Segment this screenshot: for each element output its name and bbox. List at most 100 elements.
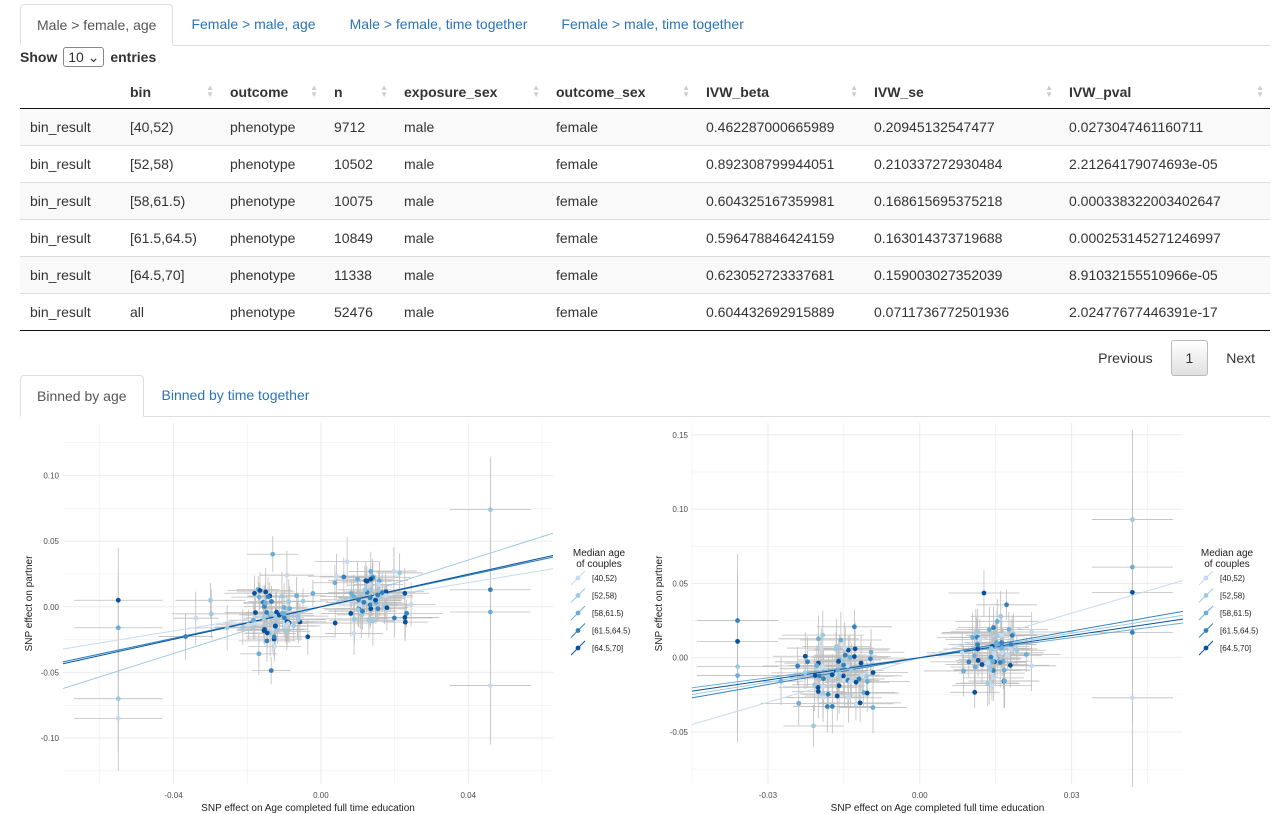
next-button[interactable]: Next [1226, 350, 1255, 366]
data-point [404, 610, 410, 616]
data-point [811, 723, 816, 729]
data-point [985, 681, 991, 686]
column-header[interactable]: n ▲ ▼ [324, 76, 394, 109]
legend-key-point [575, 593, 581, 598]
table-cell: [40,52) [120, 108, 220, 146]
data-point [183, 634, 189, 639]
plot-tabs: Binned by age Binned by time together [20, 375, 1270, 417]
column-header[interactable]: bin ▲ ▼ [120, 76, 220, 109]
data-point [358, 612, 364, 618]
data-point [1008, 642, 1014, 647]
tab-male-female-age[interactable]: Male > female, age [20, 4, 174, 46]
column-header[interactable]: IVW_se ▲ ▼ [864, 76, 1059, 109]
data-point [366, 617, 372, 623]
page-1-button[interactable]: 1 [1170, 340, 1209, 376]
table-cell: male [394, 145, 546, 183]
data-point [261, 615, 267, 621]
tab-female-male-age[interactable]: Female > male, age [191, 16, 316, 32]
table-cell: bin_result [20, 182, 120, 220]
data-point [310, 590, 316, 596]
previous-button[interactable]: Previous [1098, 350, 1153, 366]
column-header[interactable]: IVW_beta ▲ ▼ [696, 76, 864, 109]
data-point [1029, 663, 1034, 669]
legend-label: [40,52) [1220, 574, 1245, 583]
sort-arrows-icon: ▲ ▼ [310, 83, 318, 99]
data-point [994, 639, 999, 645]
data-point [262, 627, 267, 632]
data-point [332, 620, 338, 626]
data-point [268, 668, 274, 673]
data-point [351, 616, 357, 622]
data-point [360, 608, 365, 614]
column-header[interactable]: outcome ▲ ▼ [220, 76, 324, 109]
data-point [295, 613, 301, 619]
data-points [735, 517, 1135, 729]
tab-binned-by-age[interactable]: Binned by age [20, 375, 144, 417]
x-tick-label: 0.00 [912, 791, 928, 800]
data-point [840, 658, 846, 664]
table-cell: 10502 [324, 145, 394, 183]
table-row: bin_result [40,52) phenotype 9712 male female… [20, 108, 1270, 146]
entries-length-control: Show 10 ⌄ entries [20, 47, 156, 67]
data-point [994, 633, 1000, 639]
data-point [1129, 517, 1135, 522]
table-cell: 0.163014373719688 [864, 219, 1059, 257]
table-cell: 11338 [324, 256, 394, 294]
data-point [402, 590, 408, 596]
data-point [857, 700, 863, 706]
data-point [487, 683, 493, 688]
data-point [735, 638, 740, 644]
data-point [402, 619, 408, 625]
legend-key-point [1203, 628, 1209, 633]
data-point [816, 636, 821, 642]
data-point [802, 670, 808, 676]
column-header[interactable]: outcome_sex ▲ ▼ [546, 76, 696, 109]
data-point [1129, 564, 1135, 570]
data-point [847, 654, 853, 660]
data-point [966, 659, 972, 665]
table-row: bin_result all phenotype 52476 male female 0.6… [20, 293, 1270, 331]
column-header[interactable]: exposure_sex ▲ ▼ [394, 76, 546, 109]
table-cell: all [120, 293, 220, 331]
data-point [487, 507, 493, 513]
table-cell: 9712 [324, 108, 394, 146]
legend-title: of couples [1204, 559, 1250, 570]
column-header[interactable] [20, 76, 120, 109]
data-point [864, 679, 870, 684]
data-point [961, 668, 967, 674]
data-point [846, 695, 851, 701]
tab-female-male-time-together[interactable]: Female > male, time together [561, 16, 744, 32]
data-point [977, 637, 983, 642]
data-point [841, 662, 846, 668]
data-point [835, 667, 841, 673]
x-tick-label: -0.04 [164, 791, 183, 800]
data-point [1009, 633, 1015, 638]
data-point [341, 574, 347, 580]
regression-line [692, 579, 1183, 726]
tab-male-female-time-together[interactable]: Male > female, time together [349, 16, 528, 32]
data-point [391, 568, 397, 574]
data-point [208, 611, 214, 617]
x-tick-label: 0.00 [313, 791, 329, 800]
legend-label: [64.5,70] [592, 644, 623, 653]
sort-arrows-icon: ▲ ▼ [1045, 83, 1053, 99]
column-header[interactable]: IVW_pval ▲ ▼ [1059, 76, 1270, 109]
table-row: bin_result [58,61.5) phenotype 10075 male fem… [20, 182, 1270, 220]
table-cell: bin_result [20, 108, 120, 146]
data-point [344, 559, 350, 565]
chevron-down-icon: ⌄ [87, 49, 100, 65]
table-cell: 0.0711736772501936 [864, 293, 1059, 331]
error-bars [74, 457, 531, 771]
entries-select[interactable]: 10 ⌄ [63, 47, 105, 67]
legend-title: Median age [1201, 548, 1254, 559]
x-axis-label: SNP effect on Age completed full time ed… [201, 803, 415, 814]
data-point [270, 551, 276, 557]
data-point [264, 630, 270, 636]
data-point [281, 615, 287, 621]
data-point [838, 637, 844, 643]
sort-arrows-icon: ▲ ▼ [532, 83, 540, 99]
legend-key-point [575, 628, 581, 633]
tab-binned-by-time-together[interactable]: Binned by time together [161, 387, 310, 403]
data-point [379, 590, 385, 596]
